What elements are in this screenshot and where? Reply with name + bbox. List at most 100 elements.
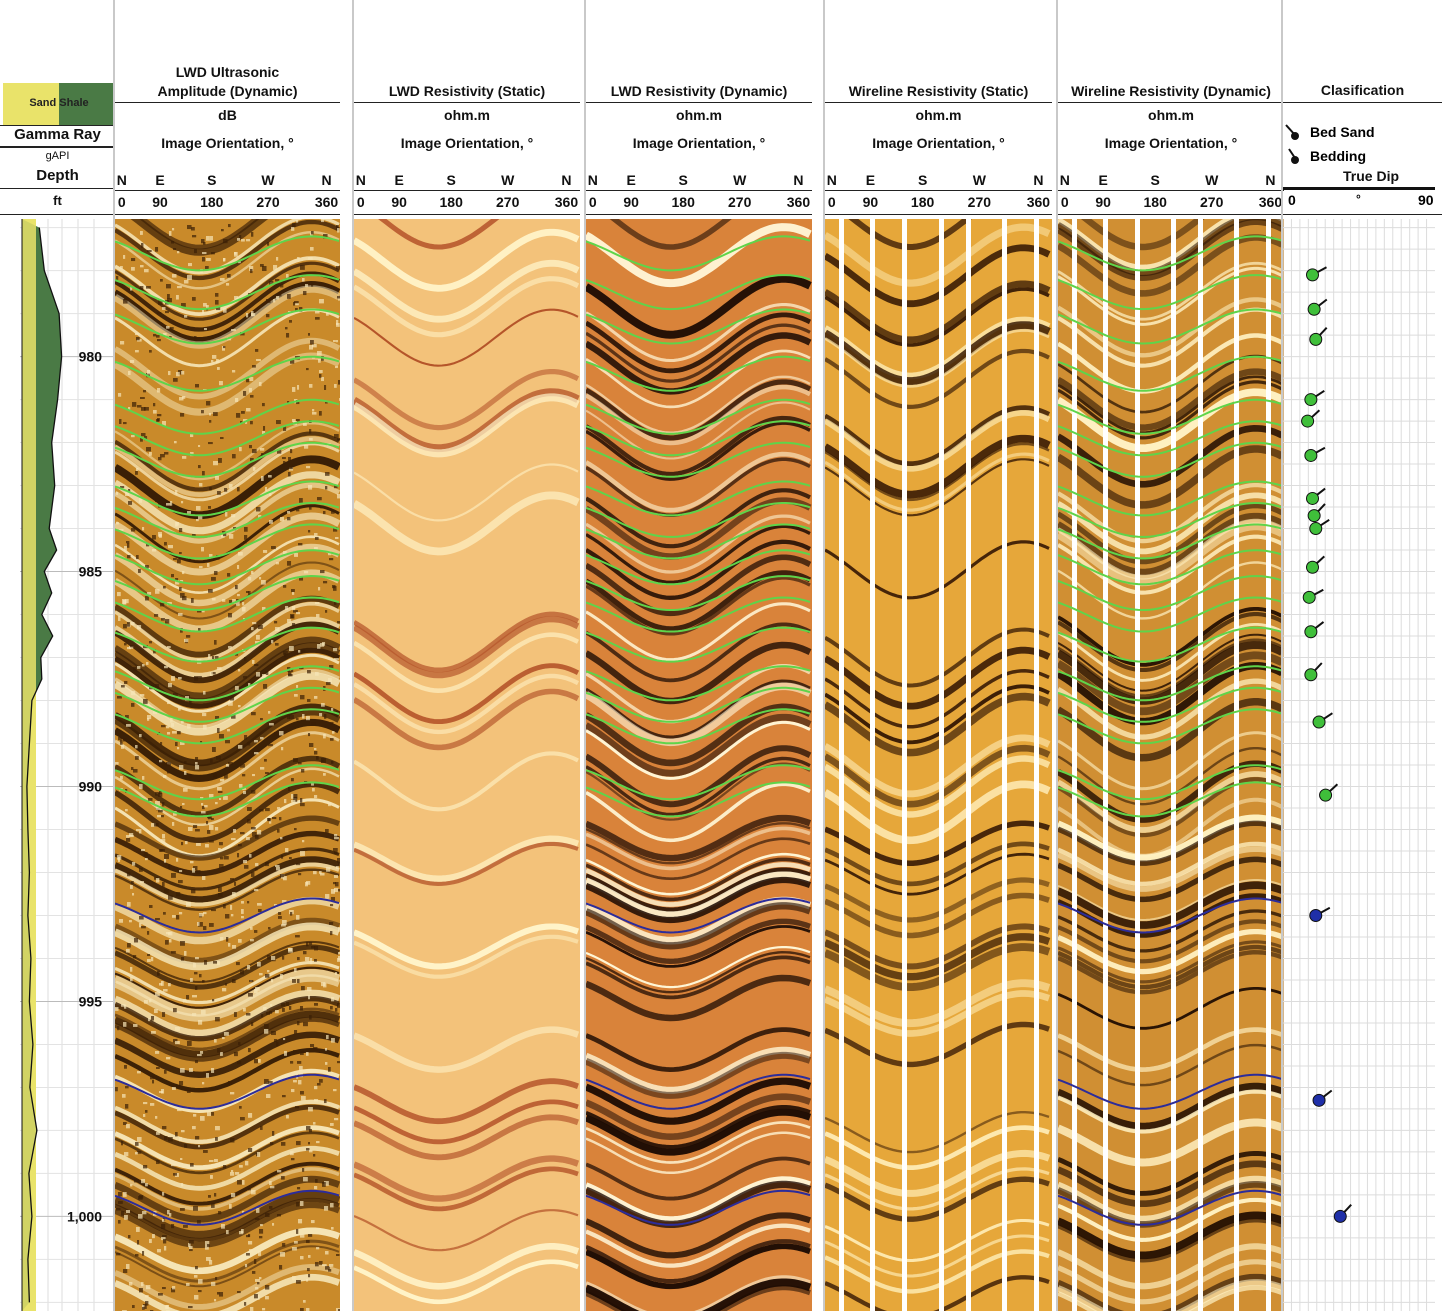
image-speckle xyxy=(200,1051,204,1054)
image-speckle xyxy=(215,802,218,805)
image-texture-band xyxy=(115,471,340,535)
image-speckle xyxy=(238,844,242,847)
image-speckle xyxy=(310,247,314,251)
image-texture-band xyxy=(825,933,1051,981)
image-texture-band xyxy=(1058,492,1284,555)
image-speckle xyxy=(171,574,175,578)
image-speckle xyxy=(133,1024,138,1027)
image-speckle xyxy=(311,231,314,235)
image-speckle xyxy=(127,543,130,548)
image-speckle xyxy=(257,830,262,835)
image-speckle xyxy=(121,685,125,688)
image-speckle xyxy=(205,844,209,848)
image-speckle xyxy=(118,616,121,621)
image-speckle xyxy=(309,345,314,350)
image-speckle xyxy=(264,1024,269,1029)
image-speckle xyxy=(312,788,315,792)
image-speckle xyxy=(170,501,173,506)
image-texture-band xyxy=(586,312,812,374)
image-speckle xyxy=(205,1245,209,1250)
image-speckle xyxy=(146,447,151,452)
bed-sand-dip-marker xyxy=(1312,715,1326,729)
true-dip-unit: ° xyxy=(1356,192,1361,206)
image-speckle xyxy=(220,937,224,941)
image-speckle xyxy=(278,916,282,919)
image-speckle xyxy=(178,613,183,616)
image-speckle xyxy=(207,563,210,567)
bed-sand-legend-label: Bed Sand xyxy=(1310,124,1375,140)
image-speckle xyxy=(240,764,245,768)
image-speckle xyxy=(293,758,298,763)
image-speckle xyxy=(213,775,217,778)
bed-sand-sinusoid xyxy=(586,441,811,478)
image-texture-band xyxy=(586,524,811,584)
track-orientation: Image Orientation, ° xyxy=(1104,135,1238,151)
image-speckle xyxy=(206,1257,211,1261)
image-texture-band xyxy=(115,731,340,791)
image-texture-band xyxy=(1058,797,1283,858)
image-texture-band xyxy=(586,1239,811,1284)
image-speckle xyxy=(237,1061,242,1065)
image-speckle xyxy=(328,803,331,807)
image-speckle xyxy=(319,713,323,717)
image-texture-band xyxy=(586,570,812,632)
image-speckle xyxy=(241,411,245,414)
image-speckle xyxy=(286,274,289,278)
image-speckle xyxy=(282,1243,286,1247)
image-texture-band xyxy=(1058,375,1283,435)
image-speckle xyxy=(171,1224,175,1229)
image-speckle xyxy=(195,384,200,388)
image-speckle xyxy=(133,667,137,672)
image-speckle xyxy=(335,1008,338,1012)
image-speckle xyxy=(198,922,203,927)
image-speckle xyxy=(314,547,318,550)
image-texture-band xyxy=(354,673,579,735)
image-speckle xyxy=(162,421,167,426)
track-unit: dB xyxy=(218,107,237,123)
image-speckle xyxy=(231,715,236,719)
image-speckle xyxy=(211,672,216,675)
image-speckle xyxy=(203,725,207,730)
image-speckle xyxy=(334,658,339,661)
image-speckle xyxy=(260,1224,263,1227)
image-texture-band xyxy=(115,922,340,971)
image-speckle xyxy=(256,635,260,640)
image-speckle xyxy=(321,219,324,223)
image-speckle xyxy=(283,461,286,465)
image-speckle xyxy=(291,1089,295,1093)
image-speckle xyxy=(157,312,162,315)
image-speckle xyxy=(284,653,287,658)
image-speckle xyxy=(308,995,311,1000)
image-texture-band xyxy=(115,1273,340,1311)
image-speckle xyxy=(230,1092,235,1095)
compass-degree: 360 xyxy=(1258,194,1283,210)
image-speckle xyxy=(229,600,234,604)
image-speckle xyxy=(254,1294,258,1299)
image-speckle xyxy=(146,1285,151,1290)
image-speckle xyxy=(254,1259,257,1264)
image-speckle xyxy=(123,299,128,304)
image-speckle xyxy=(123,624,127,629)
image-speckle xyxy=(316,756,319,760)
image-speckle xyxy=(138,569,141,573)
image-speckle xyxy=(219,1292,224,1297)
image-speckle xyxy=(260,718,263,721)
image-speckle xyxy=(316,614,320,618)
image-speckle xyxy=(214,1299,217,1302)
image-speckle xyxy=(124,298,127,301)
image-speckle xyxy=(155,589,160,594)
image-speckle xyxy=(324,714,327,719)
image-speckle xyxy=(337,296,340,299)
image-speckle xyxy=(336,1308,340,1311)
image-speckle xyxy=(323,581,328,584)
image-speckle xyxy=(225,740,230,744)
compass-degree: 90 xyxy=(862,194,879,210)
image-speckle xyxy=(300,1256,304,1260)
image-speckle xyxy=(139,829,142,834)
image-speckle xyxy=(179,870,183,873)
image-speckle xyxy=(215,293,219,297)
image-texture-band xyxy=(586,223,812,288)
image-texture-band xyxy=(825,1111,1050,1154)
image-texture-band xyxy=(354,688,580,751)
bedding-sinusoid xyxy=(115,1189,340,1226)
